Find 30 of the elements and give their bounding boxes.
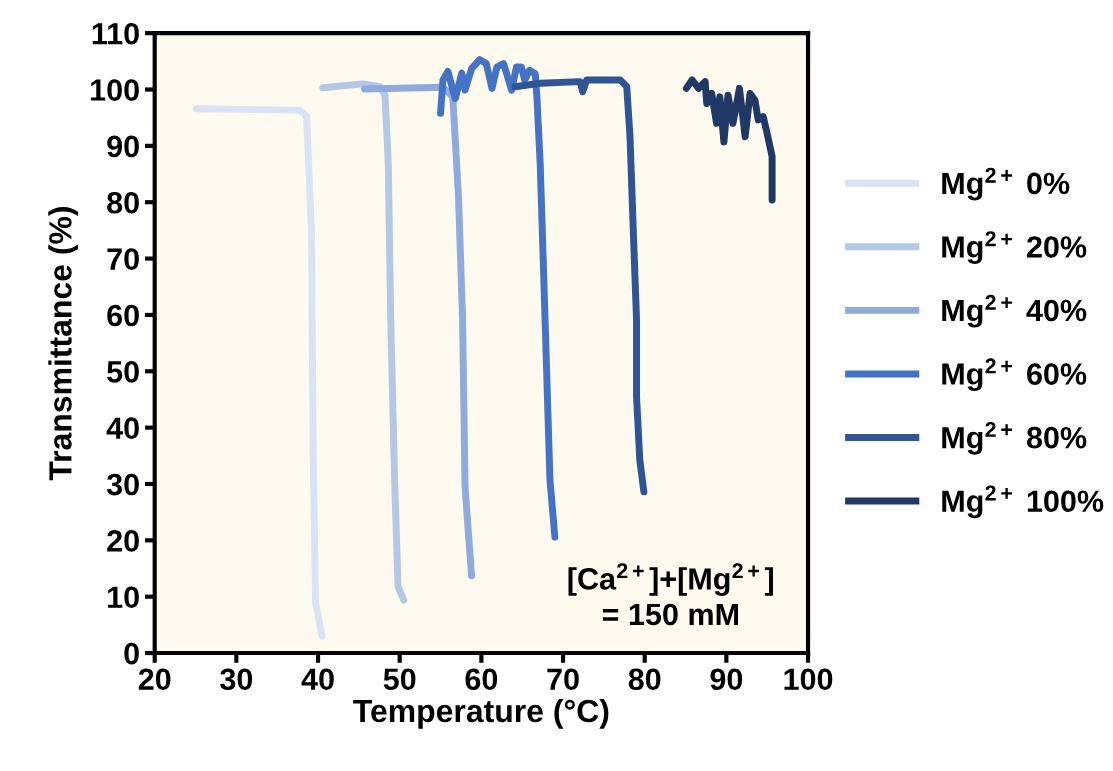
y-tick-label: 80 xyxy=(107,191,139,214)
annotation: [Ca$^{2+}$]+[Mg$^{2+}$] = 150 mM xyxy=(568,563,773,626)
legend-label: Mg$^{2+}$ 0% xyxy=(942,167,1070,201)
x-tick-label: 80 xyxy=(628,668,661,691)
legend-label: Mg$^{2+}$ 40% xyxy=(942,294,1087,328)
x-tick-label: 70 xyxy=(547,668,579,691)
legend-label: Mg$^{2+}$ 100% xyxy=(942,485,1104,519)
legend-label: Mg$^{2+}$ 80% xyxy=(942,421,1087,455)
x-tick-label: 40 xyxy=(301,668,334,691)
y-tick-label: 40 xyxy=(106,417,139,439)
y-tick-label: 20 xyxy=(107,530,139,552)
x-tick-label: 30 xyxy=(220,668,253,691)
y-tick-label: 50 xyxy=(107,361,139,383)
x-tick-label: 90 xyxy=(710,668,743,691)
x-tick-label: 60 xyxy=(465,668,498,691)
y-tick-label: 60 xyxy=(107,304,139,327)
y-axis-title: Transmittance (%) xyxy=(48,207,79,481)
x-tick-label: 50 xyxy=(383,668,416,691)
y-tick-label: 30 xyxy=(106,473,139,496)
y-tick-label: 90 xyxy=(107,135,139,158)
y-tick-label: 70 xyxy=(107,248,139,270)
legend-label: Mg$^{2+}$ 20% xyxy=(942,231,1087,264)
y-tick-label: 10 xyxy=(108,586,139,609)
legend-label: Mg$^{2+}$ 60% xyxy=(942,358,1087,392)
y-tick-label: 0 xyxy=(124,642,139,665)
x-axis-title: Temperature (°C) xyxy=(353,698,609,729)
y-tick-label: 100 xyxy=(91,79,139,101)
x-tick-label: 20 xyxy=(138,668,171,691)
x-tick-label: 100 xyxy=(784,668,833,691)
y-tick-label: 110 xyxy=(92,22,139,45)
